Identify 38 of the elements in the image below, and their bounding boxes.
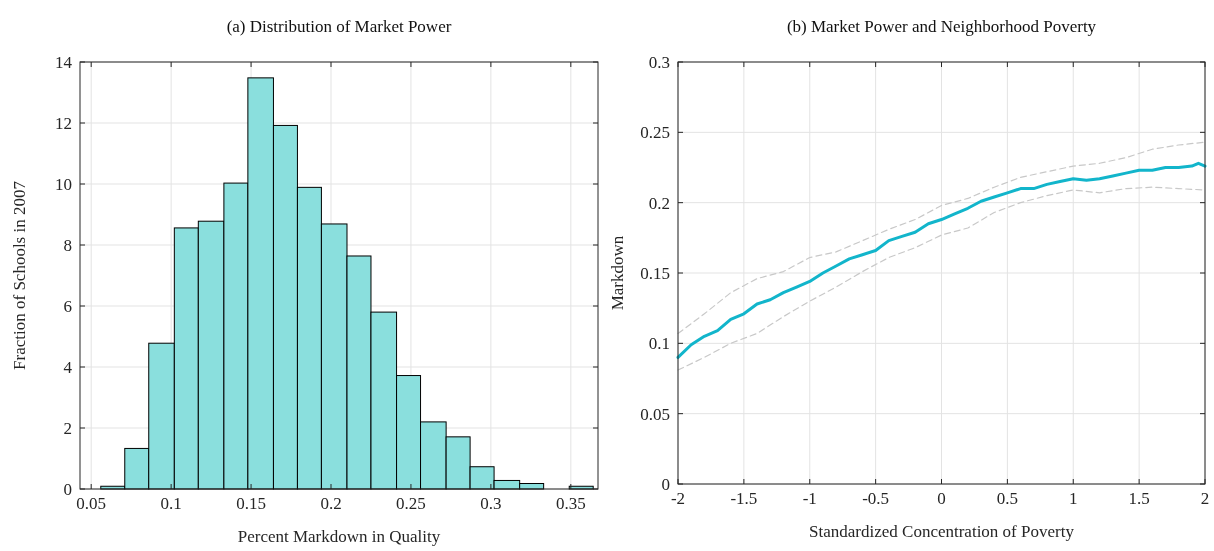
x-tick-label: 0 xyxy=(937,489,946,508)
x-tick-label: 0.3 xyxy=(480,494,502,513)
y-tick-label: 0 xyxy=(661,475,670,494)
y-tick-label: 0.2 xyxy=(648,193,670,213)
x-tick-label: 1.5 xyxy=(1128,489,1150,508)
x-tick-label: 1 xyxy=(1069,489,1078,508)
y-tick-label: 10 xyxy=(55,175,72,194)
x-axis-title: Standardized Concentration of Poverty xyxy=(809,522,1075,541)
y-tick-label: 4 xyxy=(63,358,73,377)
y-tick-label: 14 xyxy=(55,53,73,72)
y-axis-title: Markdown xyxy=(608,235,627,311)
x-tick-label: -1.5 xyxy=(730,489,758,508)
x-tick-label: -2 xyxy=(670,489,686,508)
x-tick-label: 0.05 xyxy=(76,494,107,513)
x-tick-label: 0.35 xyxy=(555,494,586,513)
y-tick-label: 0.25 xyxy=(640,123,670,143)
y-tick-label: 8 xyxy=(63,236,72,255)
x-tick-label: 0.1 xyxy=(160,494,182,513)
x-tick-label: 0.2 xyxy=(320,494,342,513)
line-series xyxy=(676,161,1207,359)
x-tick-label: 0.25 xyxy=(396,494,426,513)
chart-title: (a) Distribution of Market Power xyxy=(226,17,452,36)
x-tick-label: 0.15 xyxy=(236,494,266,513)
y-tick-label: 0.3 xyxy=(648,53,670,72)
y-tick-label: 12 xyxy=(55,114,72,133)
y-axis-title: Fraction of Schools in 2007 xyxy=(10,180,29,370)
x-tick-label: -0.5 xyxy=(862,489,890,508)
y-tick-label: 0.05 xyxy=(640,404,670,424)
x-tick-label: 2 xyxy=(1200,489,1210,508)
x-tick-label: -1 xyxy=(802,489,817,508)
y-tick-label: 6 xyxy=(63,297,72,316)
chart-title: (b) Market Power and Neighborhood Poverty xyxy=(786,17,1097,36)
x-tick-label: 0.5 xyxy=(996,489,1018,508)
y-tick-label: 2 xyxy=(63,419,72,438)
x-axis-title: Percent Markdown in Quality xyxy=(237,527,441,546)
y-tick-label: 0.1 xyxy=(648,334,670,354)
line-series xyxy=(677,141,1206,335)
y-tick-label: 0.15 xyxy=(640,264,670,283)
